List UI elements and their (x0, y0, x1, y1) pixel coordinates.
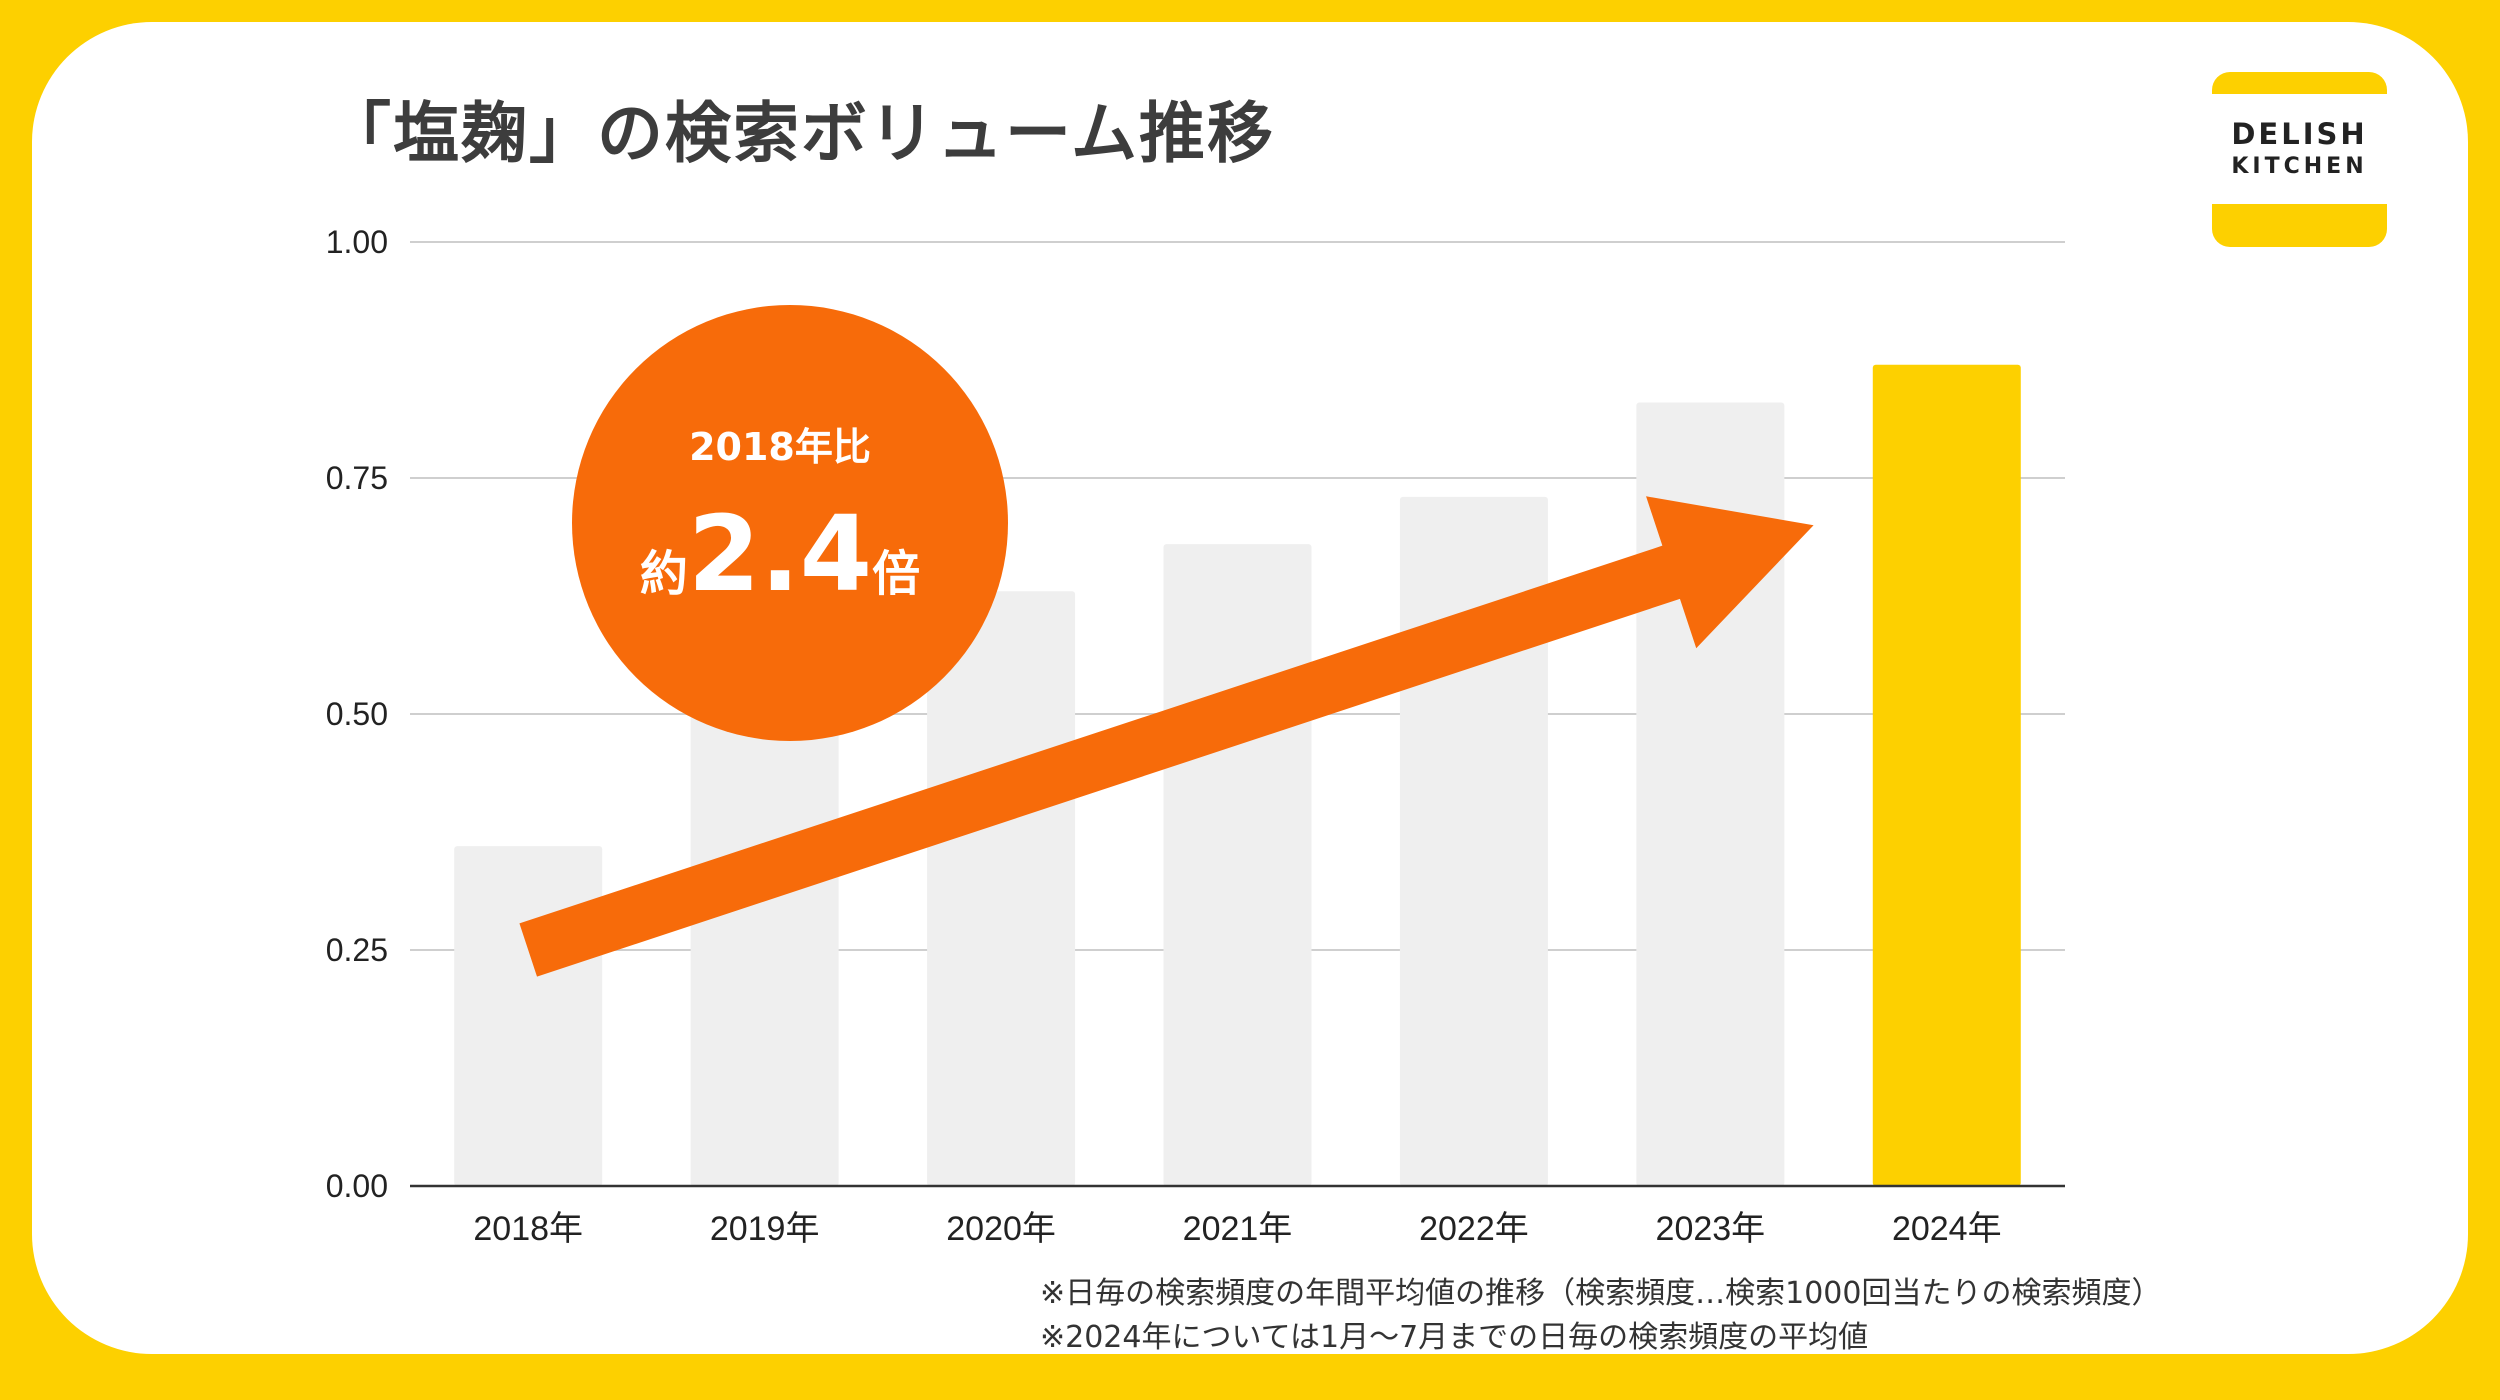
x-tick-label: 2018年 (473, 1210, 583, 1248)
chart-title: 「塩麹」の検索ボリューム推移 (324, 95, 1276, 172)
y-tick-label: 0.50 (326, 696, 388, 732)
x-tick-label: 2024年 (1892, 1210, 2002, 1248)
footnote-1: ※日毎の検索頻度の年間平均値の推移（検索頻度…検索1000回当たりの検索頻度） (1040, 1276, 2162, 1311)
x-tick-label: 2021年 (1183, 1210, 1293, 1248)
badge-prefix: 約 (640, 546, 688, 602)
bar (690, 695, 839, 1186)
footnote-2: ※2024年については1月～7月までの日毎の検索頻度の平均値 (1040, 1320, 1869, 1355)
badge-suffix: 倍 (872, 546, 920, 602)
growth-badge (572, 305, 1008, 741)
x-tick-label: 2020年 (946, 1210, 1056, 1248)
delish-kitchen-logo: DELISH KITCHEN (2212, 72, 2387, 247)
y-tick-label: 0.25 (326, 932, 388, 968)
badge-multiplier: 約2.4倍 (640, 493, 920, 615)
logo-plate: DELISH KITCHEN (2212, 94, 2387, 204)
bar (1872, 364, 2021, 1187)
logo-line2: KITCHEN (2231, 154, 2368, 179)
x-tick-label: 2023年 (1656, 1210, 1766, 1248)
bar (1163, 544, 1312, 1186)
logo-line1: DELISH (2231, 117, 2368, 151)
bar (454, 846, 603, 1186)
y-tick-label: 0.00 (326, 1168, 388, 1204)
badge-value: 2.4 (688, 493, 872, 615)
bar (927, 591, 1076, 1186)
x-tick-label: 2019年 (710, 1210, 820, 1248)
badge-caption: 2018年比 (689, 425, 871, 469)
y-tick-label: 1.00 (326, 224, 388, 260)
growth-arrow (519, 496, 1814, 977)
y-tick-label: 0.75 (326, 460, 388, 496)
x-tick-label: 2022年 (1419, 1210, 1529, 1248)
